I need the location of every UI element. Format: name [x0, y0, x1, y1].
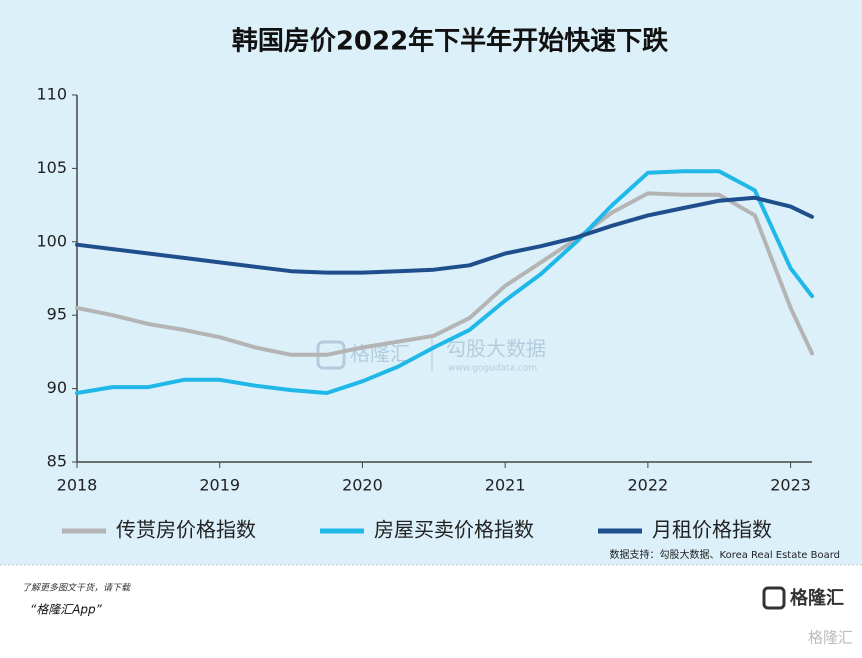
legend-label: 传贳房价格指数 [116, 518, 256, 542]
x-tick-label: 2021 [485, 476, 526, 495]
footer-note: 了解更多图文干货，请下载 [22, 583, 131, 594]
corner-mark: 格隆汇 [808, 629, 853, 647]
x-tick-label: 2020 [342, 476, 383, 495]
watermark-name: 勾股大数据 [446, 337, 546, 361]
y-tick-label: 90 [47, 378, 67, 397]
x-tick-label: 2018 [57, 476, 98, 495]
legend-label: 房屋买卖价格指数 [374, 518, 534, 542]
y-tick-label: 100 [36, 231, 67, 250]
footer-app: “格隆汇App” [30, 603, 103, 617]
x-tick-label: 2019 [199, 476, 240, 495]
x-tick-label: 2023 [770, 476, 811, 495]
x-tick-label: 2022 [628, 476, 669, 495]
source: 数据支持：勾股大数据、Korea Real Estate Board [610, 548, 840, 561]
chart-background [0, 0, 862, 565]
y-tick-label: 105 [36, 158, 67, 177]
series-line [75, 195, 814, 275]
legend-label: 月租价格指数 [652, 518, 772, 542]
y-tick-label: 95 [47, 305, 67, 324]
footer-logo-icon [762, 586, 786, 610]
series-line [75, 169, 814, 395]
y-tick-label: 85 [47, 452, 67, 471]
chart-title: 韩国房价2022年下半年开始快速下跌 [232, 26, 668, 57]
y-tick-label: 110 [36, 85, 67, 104]
watermark-url: www.gogudata.com [448, 364, 537, 374]
footer-logo: 格隆汇 [790, 587, 844, 609]
series-line [75, 191, 814, 357]
